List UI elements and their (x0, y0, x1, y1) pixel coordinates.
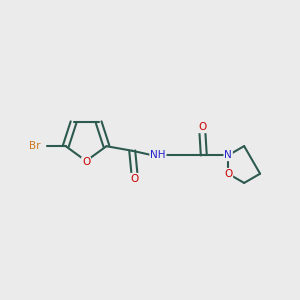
Text: Br: Br (29, 141, 40, 151)
Text: O: O (198, 122, 206, 132)
Text: O: O (82, 158, 90, 167)
Text: NH: NH (150, 150, 166, 160)
Text: N: N (224, 150, 232, 160)
Text: O: O (130, 174, 139, 184)
Text: O: O (224, 169, 232, 179)
